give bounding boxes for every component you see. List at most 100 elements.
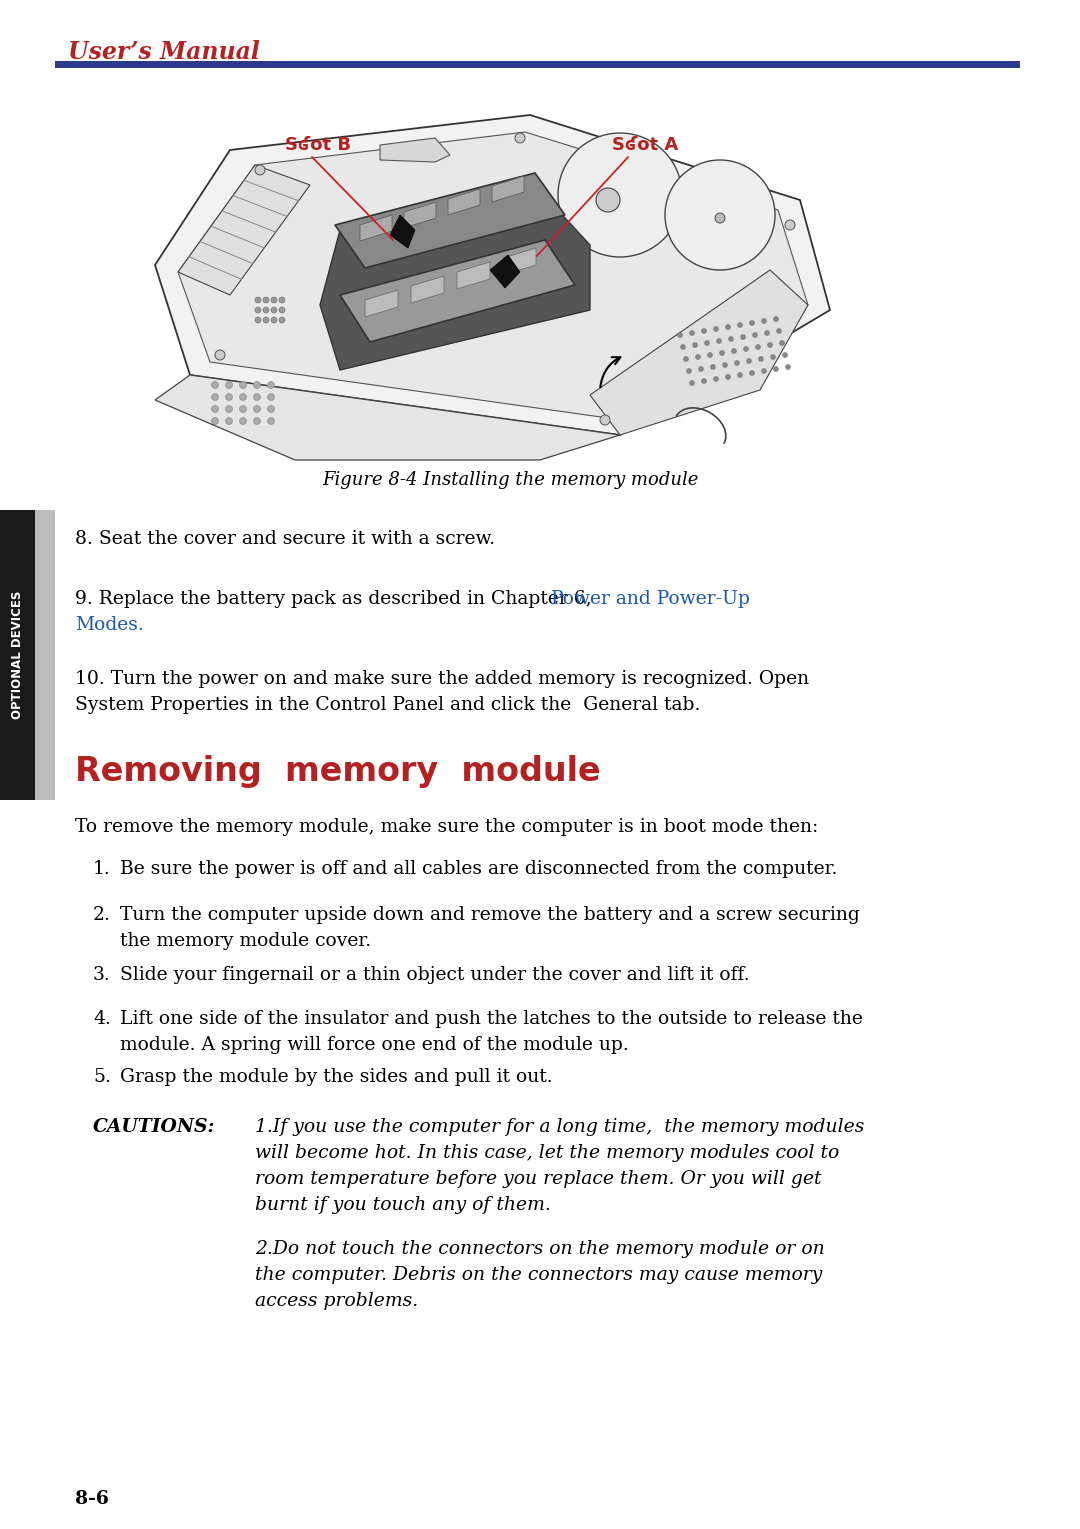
- Circle shape: [738, 373, 743, 378]
- Circle shape: [753, 332, 757, 338]
- Circle shape: [240, 393, 246, 401]
- Text: 5.: 5.: [93, 1067, 111, 1086]
- Circle shape: [268, 382, 274, 388]
- Circle shape: [777, 329, 782, 333]
- Circle shape: [665, 161, 775, 271]
- Text: 3.: 3.: [93, 966, 111, 985]
- Circle shape: [689, 330, 694, 335]
- Text: module. A spring will force one end of the module up.: module. A spring will force one end of t…: [120, 1037, 629, 1053]
- Circle shape: [702, 379, 706, 384]
- Text: the memory module cover.: the memory module cover.: [120, 933, 372, 950]
- Text: Sʛot A: Sʛot A: [612, 136, 678, 154]
- Circle shape: [731, 349, 737, 353]
- Circle shape: [773, 367, 779, 372]
- Text: Removing  memory  module: Removing memory module: [75, 755, 600, 787]
- Circle shape: [699, 367, 703, 372]
- Text: Figure 8-4 Installing the memory module: Figure 8-4 Installing the memory module: [322, 471, 698, 489]
- Circle shape: [271, 307, 276, 313]
- Text: CAUTIONS:: CAUTIONS:: [93, 1118, 215, 1136]
- Polygon shape: [365, 291, 399, 317]
- Circle shape: [254, 382, 260, 388]
- Circle shape: [279, 307, 285, 313]
- Circle shape: [738, 323, 743, 327]
- Polygon shape: [448, 190, 480, 216]
- Circle shape: [684, 356, 689, 361]
- Circle shape: [750, 370, 755, 376]
- Circle shape: [254, 417, 260, 425]
- Text: access problems.: access problems.: [255, 1292, 418, 1310]
- Circle shape: [770, 355, 775, 359]
- Text: 4.: 4.: [93, 1011, 111, 1027]
- Text: Turn the computer upside down and remove the battery and a screw securing: Turn the computer upside down and remove…: [120, 907, 860, 924]
- Text: will become hot. In this case, let the memory modules cool to: will become hot. In this case, let the m…: [255, 1144, 839, 1162]
- Circle shape: [255, 307, 261, 313]
- Circle shape: [271, 317, 276, 323]
- Circle shape: [677, 332, 683, 338]
- Circle shape: [271, 297, 276, 303]
- Circle shape: [212, 405, 218, 413]
- Circle shape: [711, 364, 715, 370]
- Circle shape: [680, 344, 686, 350]
- Circle shape: [255, 165, 265, 174]
- Circle shape: [279, 317, 285, 323]
- Text: room temperature before you replace them. Or you will get: room temperature before you replace them…: [255, 1170, 822, 1188]
- Polygon shape: [335, 173, 565, 268]
- Circle shape: [240, 405, 246, 413]
- Bar: [55, 61, 1020, 67]
- Bar: [35, 511, 55, 800]
- Polygon shape: [457, 261, 490, 289]
- Circle shape: [761, 318, 767, 324]
- Text: To remove the memory module, make sure the computer is in boot mode then:: To remove the memory module, make sure t…: [75, 818, 819, 836]
- Circle shape: [726, 324, 730, 330]
- Circle shape: [780, 341, 784, 346]
- Circle shape: [704, 341, 710, 346]
- Polygon shape: [320, 180, 590, 370]
- Circle shape: [212, 382, 218, 388]
- Circle shape: [702, 329, 706, 333]
- Circle shape: [212, 393, 218, 401]
- Text: 1.If you use the computer for a long time,  the memory modules: 1.If you use the computer for a long tim…: [255, 1118, 864, 1136]
- Circle shape: [785, 220, 795, 229]
- Text: 8. Seat the cover and secure it with a screw.: 8. Seat the cover and secure it with a s…: [75, 531, 495, 547]
- Polygon shape: [178, 131, 808, 417]
- Circle shape: [226, 405, 232, 413]
- Circle shape: [240, 382, 246, 388]
- Circle shape: [696, 355, 701, 359]
- Circle shape: [226, 382, 232, 388]
- Circle shape: [264, 317, 269, 323]
- Polygon shape: [492, 176, 524, 202]
- Circle shape: [226, 393, 232, 401]
- Circle shape: [765, 330, 769, 335]
- Circle shape: [255, 317, 261, 323]
- Text: Sʛot B: Sʛot B: [285, 136, 351, 154]
- Circle shape: [254, 393, 260, 401]
- Circle shape: [268, 405, 274, 413]
- Polygon shape: [178, 165, 310, 295]
- Polygon shape: [411, 277, 444, 303]
- Circle shape: [716, 338, 721, 344]
- Circle shape: [785, 364, 791, 370]
- Circle shape: [689, 381, 694, 385]
- Circle shape: [255, 297, 261, 303]
- Text: 1.: 1.: [93, 859, 111, 878]
- Text: 8-6: 8-6: [75, 1489, 109, 1508]
- Circle shape: [515, 133, 525, 144]
- Polygon shape: [590, 271, 808, 434]
- Circle shape: [723, 362, 728, 367]
- Circle shape: [750, 321, 755, 326]
- Circle shape: [773, 317, 779, 321]
- Circle shape: [212, 417, 218, 425]
- Polygon shape: [156, 375, 620, 460]
- Circle shape: [743, 347, 748, 352]
- Text: Lift one side of the insulator and push the latches to the outside to release th: Lift one side of the insulator and push …: [120, 1011, 863, 1027]
- Polygon shape: [490, 255, 519, 287]
- Circle shape: [596, 188, 620, 213]
- Polygon shape: [380, 138, 450, 162]
- Text: Modes.: Modes.: [75, 616, 144, 635]
- Text: 2.: 2.: [93, 907, 111, 924]
- Circle shape: [707, 353, 713, 358]
- Circle shape: [756, 344, 760, 350]
- Circle shape: [268, 393, 274, 401]
- Circle shape: [558, 133, 681, 257]
- Circle shape: [761, 368, 767, 373]
